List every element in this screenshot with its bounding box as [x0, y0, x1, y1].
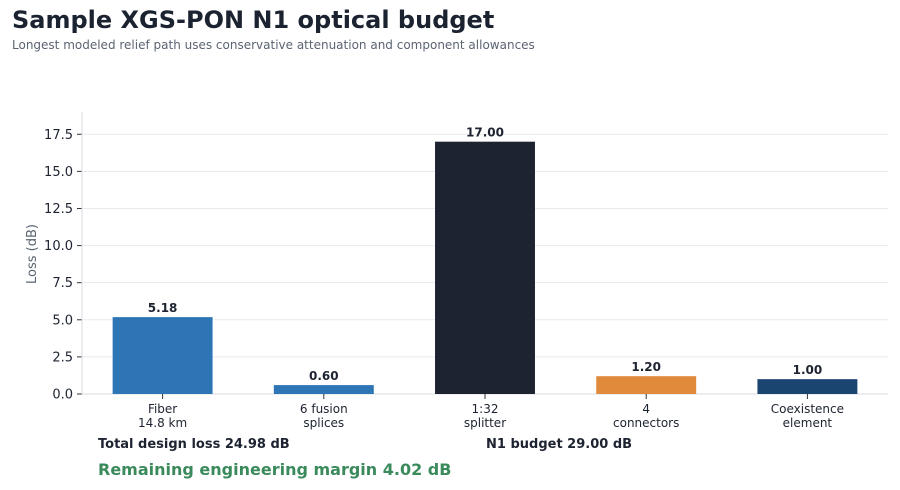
bar-value-label: 17.00 — [466, 126, 504, 140]
y-tick-label: 17.5 — [44, 128, 73, 143]
bar-value-label: 5.18 — [148, 301, 178, 315]
chart-subtitle: Longest modeled relief path uses conserv… — [12, 38, 535, 52]
x-tick-label: connectors — [613, 416, 679, 430]
remaining-margin: Remaining engineering margin 4.02 dB — [98, 460, 452, 479]
x-tick-label: 4 — [642, 402, 650, 416]
bar-value-label: 1.00 — [793, 363, 823, 377]
x-tick-label: element — [783, 416, 833, 430]
bar-value-label: 0.60 — [309, 369, 339, 383]
bar — [596, 376, 697, 394]
x-tick-label: splitter — [464, 416, 506, 430]
x-tick-label: Coexistence — [771, 402, 844, 416]
y-tick-label: 2.5 — [52, 350, 73, 365]
y-tick-label: 12.5 — [44, 202, 73, 217]
total-design-loss: Total design loss 24.98 dB — [98, 437, 290, 452]
y-tick-label: 10.0 — [44, 239, 73, 254]
bar — [273, 385, 374, 394]
bar — [435, 141, 535, 394]
bar — [757, 379, 858, 394]
y-axis-label: Loss (dB) — [25, 224, 40, 284]
n1-budget: N1 budget 29.00 dB — [486, 437, 633, 452]
y-tick-label: 15.0 — [44, 165, 73, 180]
bar — [112, 317, 213, 394]
bar-value-label: 1.20 — [631, 360, 661, 374]
x-tick-label: 14.8 km — [138, 416, 187, 430]
y-tick-label: 0.0 — [52, 388, 73, 403]
y-tick-label: 7.5 — [52, 276, 73, 291]
x-tick-label: Fiber — [148, 402, 177, 416]
x-tick-label: splices — [303, 416, 344, 430]
x-tick-label: 6 fusion — [300, 402, 348, 416]
value-labels: 5.18 0.60 17.00 1.20 1.00 — [148, 126, 822, 383]
y-tick-label: 5.0 — [52, 313, 73, 328]
chart-title: Sample XGS-PON N1 optical budget — [12, 6, 495, 34]
x-tick-label: 1:32 — [472, 402, 499, 416]
bars — [112, 141, 858, 394]
